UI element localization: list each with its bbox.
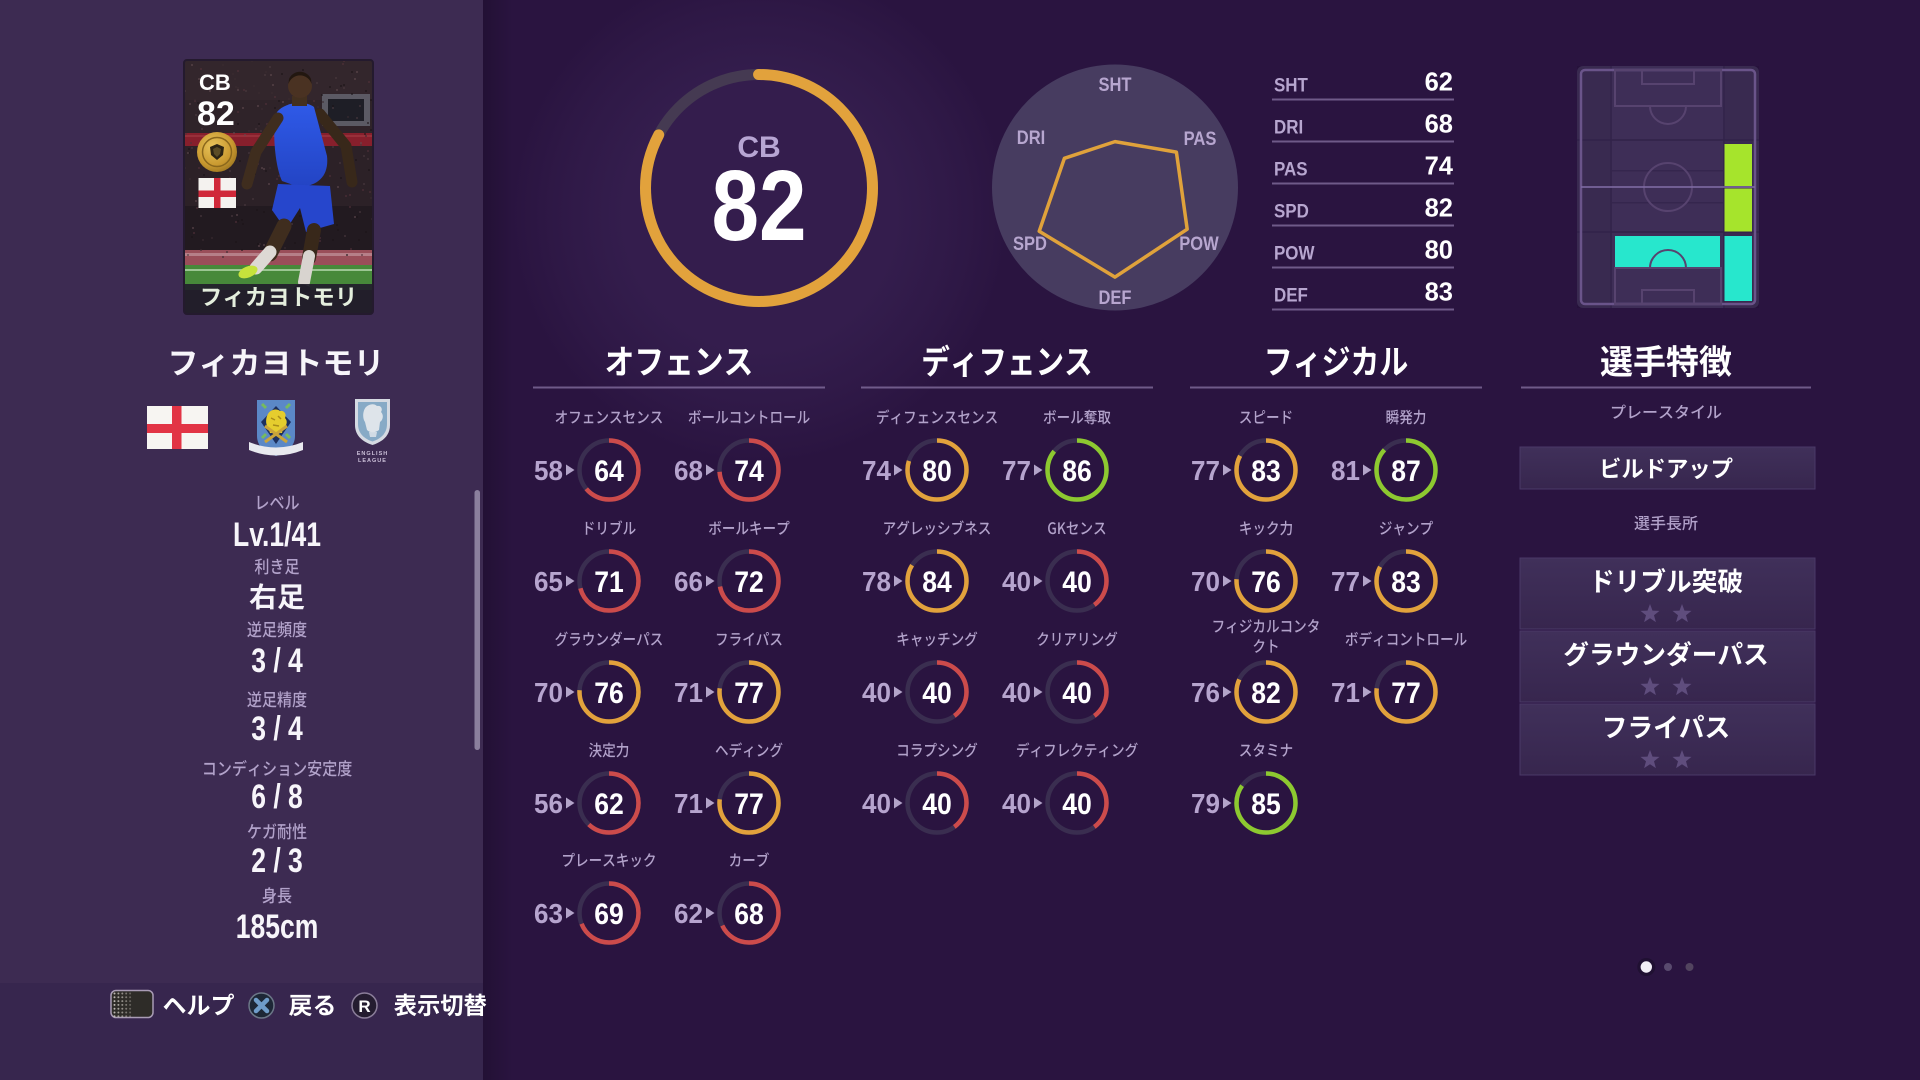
svg-text:83: 83 <box>1391 566 1421 599</box>
svg-text:62: 62 <box>674 898 703 929</box>
svg-text:Lv.1/41: Lv.1/41 <box>233 516 321 554</box>
svg-text:SHT: SHT <box>1274 73 1308 95</box>
svg-text:68: 68 <box>1425 111 1453 139</box>
svg-text:69: 69 <box>594 898 624 931</box>
svg-text:58: 58 <box>534 455 563 486</box>
svg-text:74: 74 <box>734 455 764 488</box>
svg-text:76: 76 <box>1191 677 1220 708</box>
svg-text:82: 82 <box>1251 677 1281 710</box>
svg-text:2 / 3: 2 / 3 <box>251 842 303 880</box>
svg-text:3 / 4: 3 / 4 <box>251 642 303 680</box>
svg-text:56: 56 <box>534 788 563 819</box>
svg-text:40: 40 <box>1002 788 1031 819</box>
svg-text:68: 68 <box>734 898 764 931</box>
svg-text:70: 70 <box>534 677 563 708</box>
svg-text:CB: CB <box>199 70 231 95</box>
svg-text:77: 77 <box>1331 566 1360 597</box>
svg-text:84: 84 <box>922 566 952 599</box>
svg-text:71: 71 <box>594 566 624 599</box>
svg-text:PAS: PAS <box>1184 128 1217 149</box>
svg-text:3 / 4: 3 / 4 <box>251 710 303 748</box>
svg-text:77: 77 <box>1391 677 1421 710</box>
svg-text:63: 63 <box>534 898 563 929</box>
svg-text:40: 40 <box>922 788 952 821</box>
svg-text:62: 62 <box>594 788 624 821</box>
svg-text:6 / 8: 6 / 8 <box>251 778 303 816</box>
svg-text:40: 40 <box>1062 566 1092 599</box>
svg-text:86: 86 <box>1062 455 1092 488</box>
svg-text:CB: CB <box>737 131 780 164</box>
svg-text:79: 79 <box>1191 788 1220 819</box>
svg-text:R: R <box>358 997 370 1016</box>
svg-text:68: 68 <box>674 455 703 486</box>
svg-text:70: 70 <box>1191 566 1220 597</box>
svg-text:40: 40 <box>922 677 952 710</box>
svg-text:77: 77 <box>1002 455 1031 486</box>
svg-text:83: 83 <box>1251 455 1281 488</box>
svg-text:ENGLISH: ENGLISH <box>357 451 388 457</box>
svg-text:POW: POW <box>1179 233 1219 254</box>
svg-text:74: 74 <box>862 455 891 486</box>
svg-text:66: 66 <box>674 566 703 597</box>
svg-text:85: 85 <box>1251 788 1281 821</box>
svg-text:185cm: 185cm <box>236 908 319 946</box>
svg-text:40: 40 <box>1002 566 1031 597</box>
svg-text:DRI: DRI <box>1274 115 1303 137</box>
svg-text:40: 40 <box>1002 677 1031 708</box>
svg-text:71: 71 <box>674 788 703 819</box>
svg-text:77: 77 <box>734 677 764 710</box>
svg-text:80: 80 <box>1425 237 1453 265</box>
svg-text:82: 82 <box>197 95 235 133</box>
svg-text:74: 74 <box>1425 153 1454 181</box>
svg-text:DEF: DEF <box>1098 287 1131 308</box>
svg-text:81: 81 <box>1331 455 1360 486</box>
svg-text:71: 71 <box>674 677 703 708</box>
svg-text:71: 71 <box>1331 677 1360 708</box>
svg-text:LEAGUE: LEAGUE <box>358 458 387 464</box>
svg-text:40: 40 <box>1062 788 1092 821</box>
svg-text:82: 82 <box>711 150 806 262</box>
svg-text:77: 77 <box>734 788 764 821</box>
svg-text:78: 78 <box>862 566 891 597</box>
svg-text:SHT: SHT <box>1098 74 1131 95</box>
svg-text:64: 64 <box>594 455 624 488</box>
svg-text:POW: POW <box>1274 241 1315 263</box>
svg-text:DEF: DEF <box>1274 283 1308 305</box>
svg-text:SPD: SPD <box>1274 199 1309 221</box>
svg-text:SPD: SPD <box>1013 233 1047 254</box>
svg-text:83: 83 <box>1425 279 1453 307</box>
svg-text:DRI: DRI <box>1017 127 1045 148</box>
svg-text:76: 76 <box>594 677 624 710</box>
svg-text:82: 82 <box>1425 195 1453 223</box>
svg-text:62: 62 <box>1425 69 1453 97</box>
svg-text:77: 77 <box>1191 455 1220 486</box>
svg-text:80: 80 <box>922 455 952 488</box>
svg-text:76: 76 <box>1251 566 1281 599</box>
svg-text:40: 40 <box>862 788 891 819</box>
svg-text:40: 40 <box>862 677 891 708</box>
svg-text:PAS: PAS <box>1274 157 1308 179</box>
svg-text:87: 87 <box>1391 455 1421 488</box>
svg-text:72: 72 <box>734 566 764 599</box>
svg-text:40: 40 <box>1062 677 1092 710</box>
svg-text:65: 65 <box>534 566 563 597</box>
